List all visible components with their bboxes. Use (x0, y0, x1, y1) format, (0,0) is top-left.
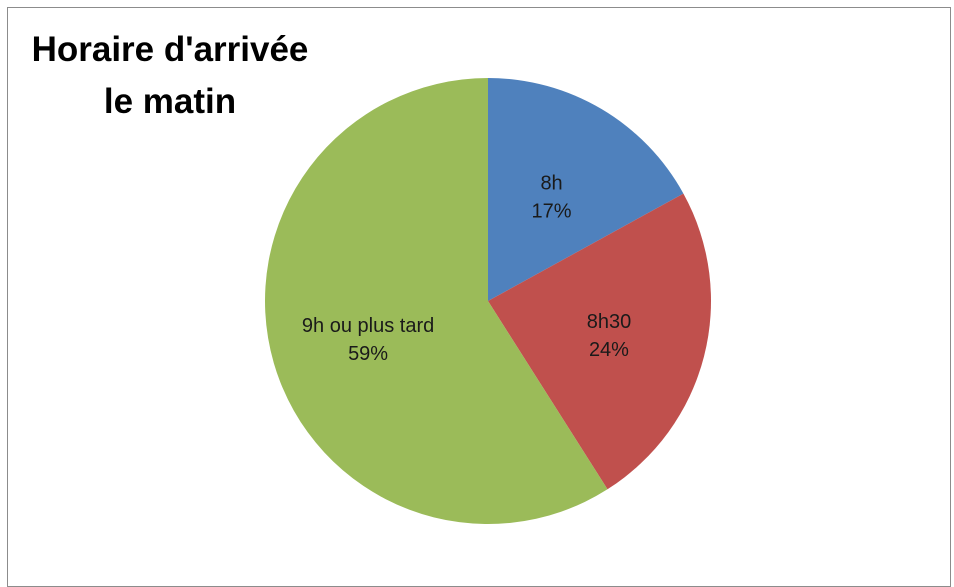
chart-title-line-1: Horaire d'arrivée (31, 30, 309, 69)
slice-label-8h30: 8h30 24% (587, 311, 632, 361)
slice-label-9h-ou-plus-tard: 9h ou plus tard 59% (302, 315, 434, 365)
chart-title-line-2: le matin (103, 82, 237, 121)
slice-category-label: 8h (540, 173, 562, 195)
slice-label-8h: 8h 17% (532, 173, 572, 223)
chart-title: Horaire d'arrivée le matin (14, 24, 326, 128)
slice-percent-label: 17% (532, 201, 572, 223)
slice-category-label: 9h ou plus tard (302, 315, 434, 337)
pie-slice-8h (488, 78, 684, 301)
pie-slice-8h30 (488, 193, 712, 490)
pie-labels: 8h 17%8h30 24%9h ou plus tard 59% (302, 173, 631, 365)
slice-percent-label: 24% (589, 339, 629, 361)
pie-slices (265, 78, 712, 524)
slice-percent-label: 59% (348, 343, 388, 365)
slice-category-label: 8h30 (587, 311, 632, 333)
pie-slice-9h-ou-plus-tard (265, 78, 608, 524)
